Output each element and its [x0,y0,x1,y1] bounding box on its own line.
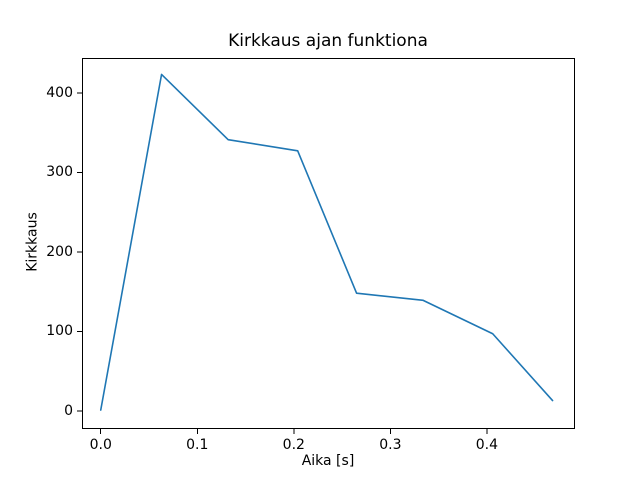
x-tick-label: 0.3 [379,437,402,453]
x-tick-label: 0.4 [475,437,499,453]
y-tick-label: 0 [64,402,73,419]
axes-frame [82,58,575,429]
y-tick-label: 100 [46,323,73,340]
y-tick-label: 400 [46,84,73,101]
x-tick-label: 0.1 [186,437,209,453]
data-line-series [99,73,554,411]
x-tick-label: 0.2 [282,437,305,453]
x-tick-label: 0.0 [89,437,112,453]
x-axis-label: Aika [s] [301,453,355,469]
y-axis-label: Kirkkaus [24,212,41,272]
y-tick-label: 200 [46,243,73,260]
chart-title: Kirkkaus ajan funktiona [228,31,428,51]
y-tick-label: 300 [46,164,73,181]
